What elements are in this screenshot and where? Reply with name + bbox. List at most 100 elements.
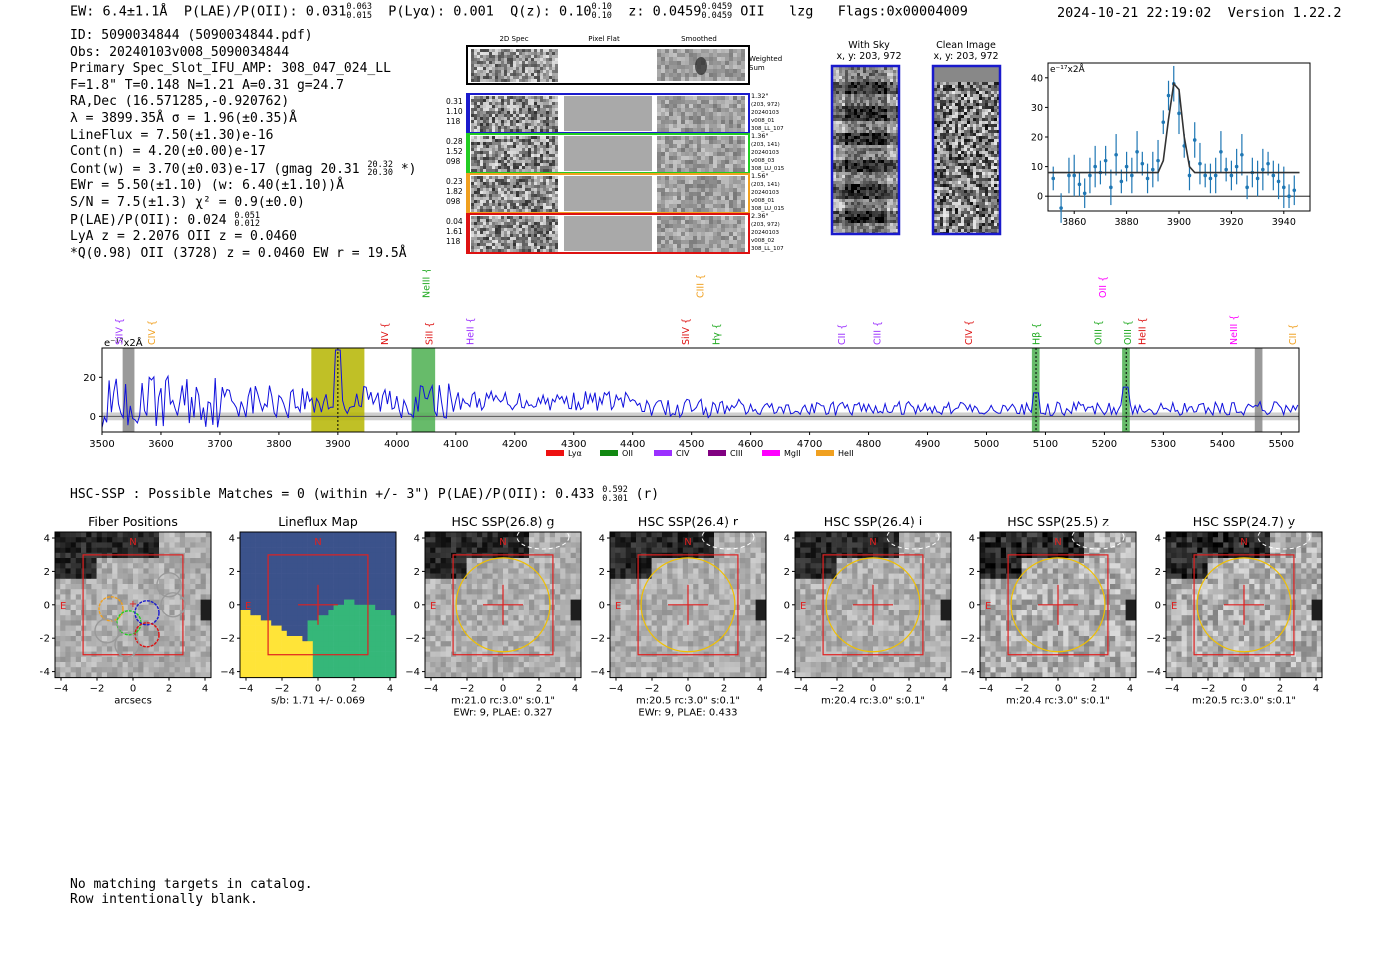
clean-pixel	[949, 199, 952, 202]
sky-pixel	[860, 91, 863, 94]
clean-pixel	[979, 151, 982, 154]
pixel	[693, 196, 697, 200]
clean-pixel	[961, 124, 964, 127]
pixel	[498, 117, 501, 120]
clean-pixel	[958, 70, 961, 73]
pixel	[540, 166, 543, 169]
pixel	[737, 136, 741, 140]
pixel	[516, 237, 519, 240]
sky-pixel	[893, 184, 896, 187]
clean-pixel	[940, 79, 943, 82]
pixel	[510, 126, 513, 129]
pixel	[492, 120, 495, 123]
sky-pixel	[842, 139, 845, 142]
pixel	[528, 249, 531, 252]
sky-pixel	[878, 103, 881, 106]
pixel	[689, 192, 693, 196]
pixel	[681, 188, 685, 192]
clean-pixel	[940, 127, 943, 130]
pixel	[721, 180, 725, 184]
pixel	[510, 222, 513, 225]
clean-pixel	[943, 196, 946, 199]
sky-pixel	[875, 211, 878, 214]
clean-pixel	[940, 115, 943, 118]
clean-pixel	[997, 112, 1000, 115]
sky-pixel	[854, 127, 857, 130]
pixel	[697, 168, 701, 172]
pixel	[689, 73, 693, 77]
sky-pixel	[863, 124, 866, 127]
sky-pixel	[833, 121, 836, 124]
pixel	[525, 105, 528, 108]
pixel	[507, 237, 510, 240]
clean-pixel	[946, 70, 949, 73]
pixel	[689, 248, 693, 252]
pixel	[709, 248, 713, 252]
clean-pixel	[955, 133, 958, 136]
pixel	[525, 73, 528, 76]
pixel	[713, 188, 717, 192]
sky-pixel	[863, 187, 866, 190]
pixel	[498, 194, 501, 197]
pixel	[669, 164, 673, 168]
pixel	[483, 126, 486, 129]
sky-pixel	[848, 178, 851, 181]
pixel	[510, 136, 513, 139]
pixel	[534, 139, 537, 142]
pixel	[543, 154, 546, 157]
clean-pixel	[994, 130, 997, 133]
pixel	[531, 52, 534, 55]
sky-pixel	[842, 217, 845, 220]
sky-pixel	[878, 97, 881, 100]
clean-pixel	[967, 85, 970, 88]
clean-pixel	[994, 145, 997, 148]
pixel	[519, 76, 522, 79]
info-lambda: λ = 3899.35Å σ = 1.96(±0.35)Å	[70, 110, 297, 126]
pixel	[534, 49, 537, 52]
pixel	[725, 204, 729, 208]
pixel	[540, 49, 543, 52]
clean-pixel	[952, 112, 955, 115]
pixel	[733, 144, 737, 148]
sky-pixel	[884, 211, 887, 214]
pixel	[546, 188, 549, 191]
pixel	[525, 249, 528, 252]
pixel-flat	[564, 216, 652, 251]
pixel	[555, 139, 558, 142]
clean-pixel	[979, 193, 982, 196]
clean-pixel	[985, 94, 988, 97]
sky-pixel	[851, 106, 854, 109]
pixel	[661, 77, 665, 81]
sky-pixel	[890, 91, 893, 94]
pixel	[504, 200, 507, 203]
pixel	[495, 237, 498, 240]
pixel	[474, 58, 477, 61]
clean-pixel	[994, 94, 997, 97]
sky-pixel	[887, 199, 890, 202]
clean-pixel	[934, 100, 937, 103]
sky-pixel	[887, 187, 890, 190]
pixel	[713, 184, 717, 188]
clean-pixel	[976, 70, 979, 73]
sky-pixel	[860, 190, 863, 193]
clean-pixel	[988, 196, 991, 199]
pixel	[677, 120, 681, 124]
clean-pixel	[934, 133, 937, 136]
pixel	[555, 145, 558, 148]
sky-pixel	[845, 94, 848, 97]
sky-pixel	[893, 76, 896, 79]
pixel	[495, 222, 498, 225]
pixel	[534, 206, 537, 209]
pixel	[531, 176, 534, 179]
clean-pixel	[979, 70, 982, 73]
sky-pixel	[860, 106, 863, 109]
pixel	[552, 222, 555, 225]
pixel	[480, 249, 483, 252]
pixel	[721, 140, 725, 144]
pixel	[540, 96, 543, 99]
sky-pixel	[896, 148, 899, 151]
pixel	[471, 70, 474, 73]
pixel	[540, 176, 543, 179]
clean-pixel	[958, 82, 961, 85]
clean-pixel	[940, 133, 943, 136]
